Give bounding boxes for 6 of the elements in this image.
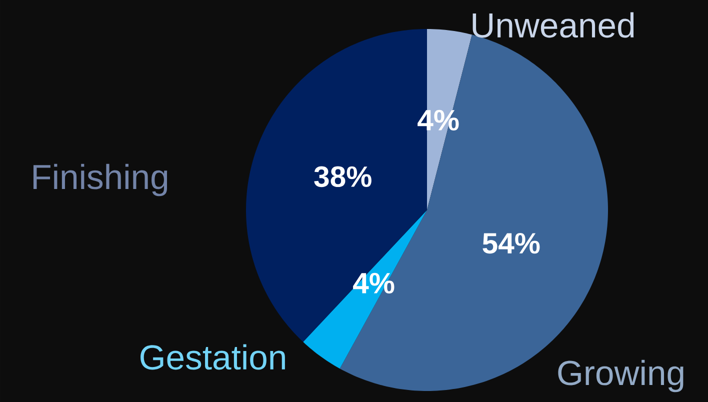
slice-label: Unweaned [472,12,634,38]
slice-label: Growing [558,360,684,392]
data-label: 54% [482,232,540,254]
slice-label: Finishing [33,164,168,196]
slice-label: Gestation [140,344,285,370]
data-label: 38% [314,166,372,188]
